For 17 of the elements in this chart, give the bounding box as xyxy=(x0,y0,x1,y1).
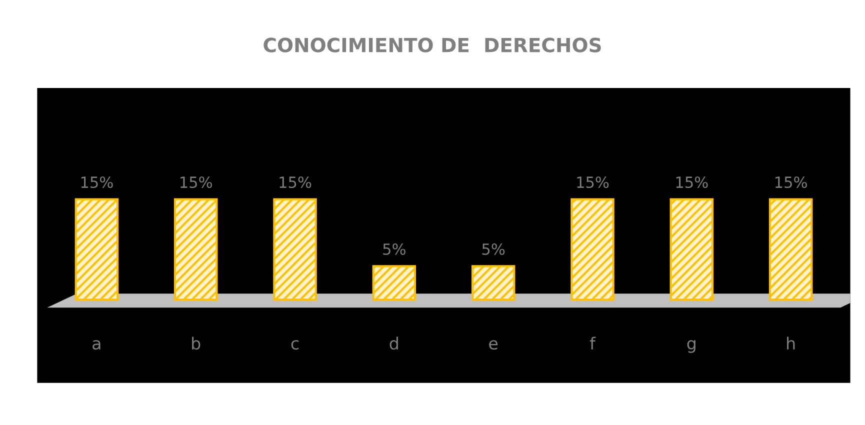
x-tick-label: a xyxy=(92,340,100,350)
x-tick-label: h xyxy=(787,336,795,350)
x-tick-label: f xyxy=(590,336,596,350)
data-label: 15% xyxy=(280,176,312,188)
data-label: 15% xyxy=(81,176,113,188)
data-label: 15% xyxy=(577,176,609,188)
x-tick-label: e xyxy=(489,340,498,350)
data-label: 15% xyxy=(180,176,212,188)
data-label: 15% xyxy=(776,176,807,188)
x-tick-label: c xyxy=(291,340,299,350)
data-label: 5% xyxy=(482,243,505,255)
data-label: 15% xyxy=(676,176,708,188)
chart-title: CONOCIMIENTO DE DERECHOS xyxy=(264,38,601,52)
x-tick-label: d xyxy=(390,336,398,350)
x-tick-label: g xyxy=(687,340,696,353)
x-tick-label: b xyxy=(192,336,200,350)
data-label: 5% xyxy=(383,243,406,255)
